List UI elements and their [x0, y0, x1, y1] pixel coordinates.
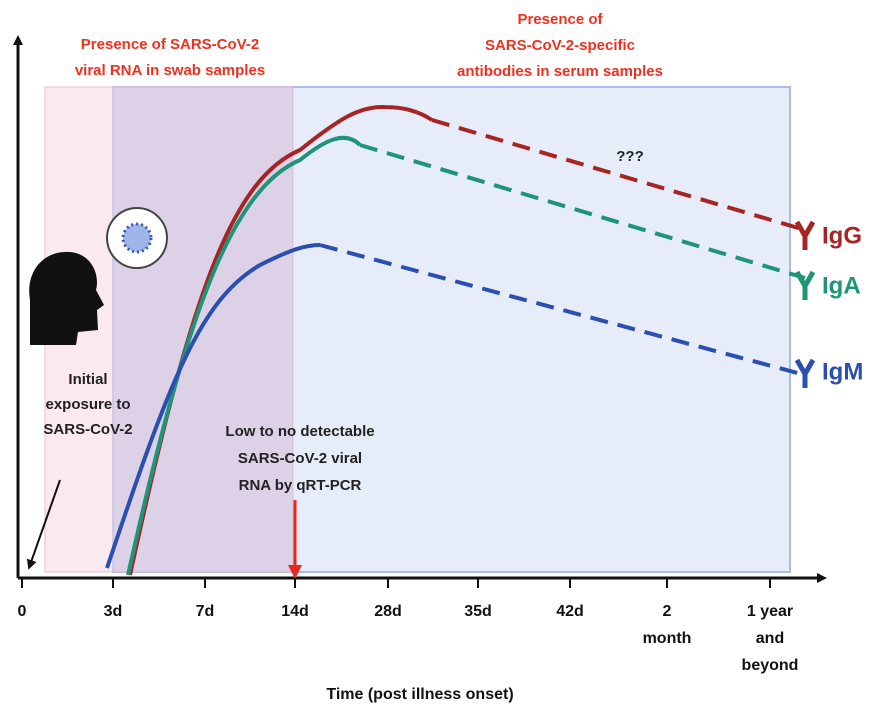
x-tick-label: 2 — [663, 603, 672, 620]
igm-icon — [797, 360, 813, 388]
antibody-label: IgM — [822, 358, 863, 385]
antibody-presence-label: antibodies in serum samples — [457, 63, 663, 80]
antibody-presence-label: Presence of — [517, 11, 603, 28]
x-tick-label: and — [756, 630, 784, 647]
x-axis-title: Time (post illness onset) — [326, 686, 513, 703]
igm-curve — [105, 243, 321, 569]
igg-projection — [431, 118, 806, 232]
x-tick-label: 35d — [464, 603, 492, 620]
antibody-label: IgG — [822, 222, 862, 249]
antibody-presence-label: SARS-CoV-2-specific — [485, 37, 635, 54]
labels: Presence of SARS-CoV-2 viral RNA in swab … — [18, 11, 864, 703]
low-rna-label: SARS-CoV-2 viral — [238, 450, 362, 467]
x-tick-label: beyond — [742, 657, 799, 674]
x-tick-label: 3d — [104, 603, 123, 620]
exposure-label: Initial — [68, 371, 107, 388]
virus-core — [121, 222, 153, 254]
exposure-label: exposure to — [45, 396, 130, 413]
iga-projection — [359, 143, 806, 280]
iga-curve — [126, 135, 362, 576]
low-rna-label: Low to no detectable — [225, 423, 374, 440]
x-tick-label: 0 — [18, 603, 27, 620]
x-tick-label: 1 year — [747, 603, 793, 620]
x-tick-label: 7d — [196, 603, 215, 620]
exposure-arrow — [26, 479, 61, 570]
x-tick-label: 14d — [281, 603, 309, 620]
overlap-region — [113, 87, 293, 572]
x-tick-label: 28d — [374, 603, 402, 620]
igg-icon — [797, 222, 813, 250]
x-tick-label: month — [643, 630, 692, 647]
exposure-label: SARS-CoV-2 — [43, 421, 132, 438]
unknown-label: ??? — [616, 148, 644, 165]
low-rna-label: RNA by qRT-PCR — [239, 477, 362, 494]
rna-presence-label: Presence of SARS-CoV-2 — [81, 36, 259, 53]
x-tick-label: 42d — [556, 603, 584, 620]
rna-presence-label: viral RNA in swab samples — [75, 62, 265, 79]
head-icon — [29, 251, 104, 345]
antibody-label: IgA — [822, 272, 861, 299]
